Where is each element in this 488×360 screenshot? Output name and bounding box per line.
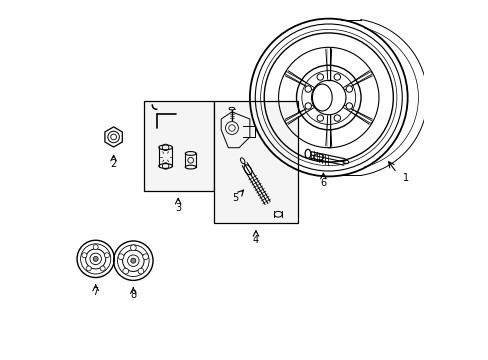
Text: 2: 2	[110, 159, 117, 169]
Circle shape	[122, 268, 128, 274]
Bar	[214, 101, 298, 223]
Circle shape	[346, 103, 352, 109]
Circle shape	[82, 253, 87, 258]
Bar	[144, 101, 214, 191]
Circle shape	[131, 258, 136, 263]
Text: 7: 7	[92, 287, 99, 297]
Text: 8: 8	[130, 290, 136, 300]
Circle shape	[305, 86, 311, 92]
Text: 5: 5	[232, 193, 238, 203]
Circle shape	[86, 266, 91, 271]
Circle shape	[104, 253, 109, 258]
Circle shape	[333, 74, 340, 80]
Circle shape	[93, 244, 98, 249]
Circle shape	[93, 256, 98, 261]
Text: 6: 6	[320, 177, 326, 188]
Circle shape	[305, 103, 311, 109]
Circle shape	[316, 115, 323, 121]
Text: 3: 3	[175, 203, 181, 213]
Circle shape	[130, 245, 136, 251]
Circle shape	[316, 74, 323, 80]
Circle shape	[333, 115, 340, 121]
Circle shape	[118, 254, 123, 260]
Text: 4: 4	[252, 235, 259, 245]
Circle shape	[346, 86, 352, 92]
Ellipse shape	[228, 107, 234, 110]
Circle shape	[142, 254, 148, 260]
Text: 1: 1	[402, 173, 408, 183]
Circle shape	[100, 266, 105, 271]
Circle shape	[138, 268, 143, 274]
